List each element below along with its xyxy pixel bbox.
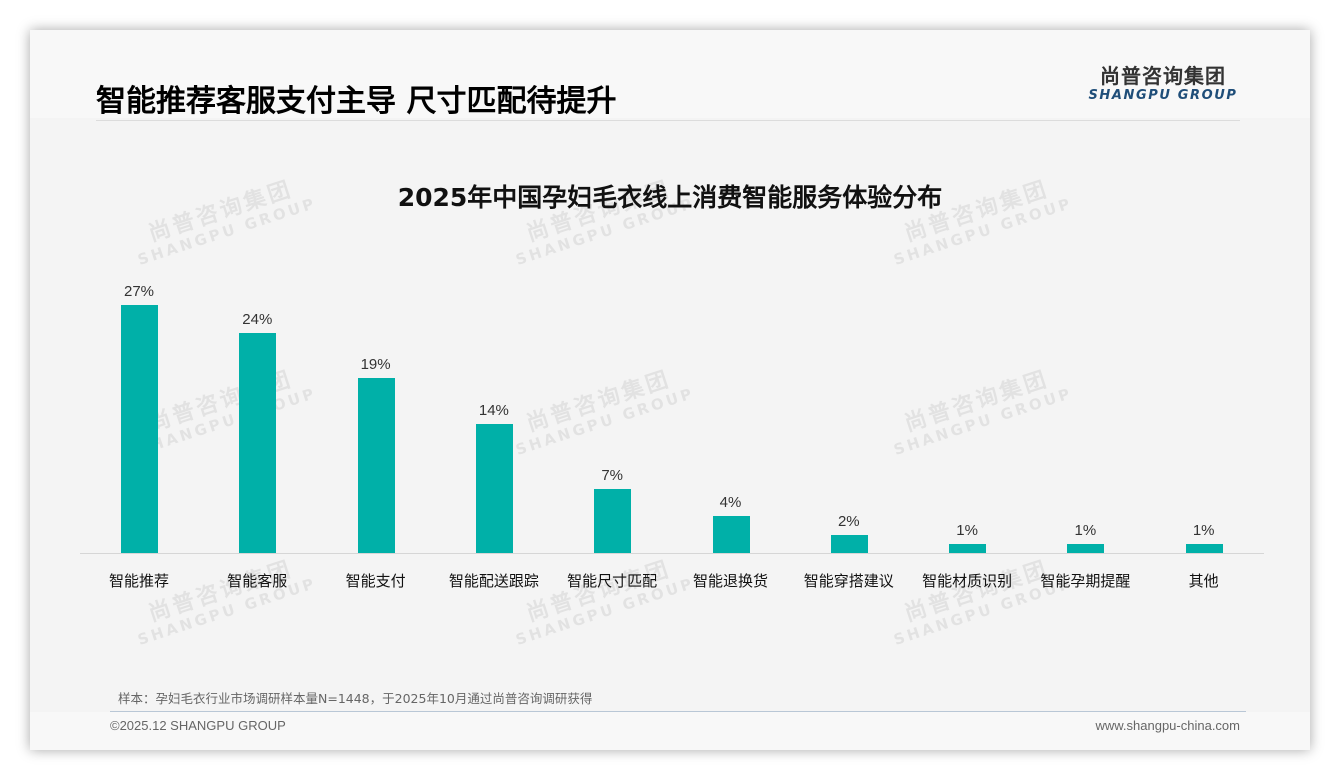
- bar: [594, 488, 632, 553]
- bar: [1185, 543, 1223, 553]
- x-axis-label: 智能推荐: [108, 572, 169, 590]
- bar-group: 7%: [553, 260, 671, 554]
- bar-chart-plot: 27% 24% 19% 14% 7% 4% 2% 1% 1% 1%: [80, 260, 1264, 554]
- bar: [712, 516, 750, 553]
- bar-value-label: 27%: [123, 283, 155, 300]
- bar-value-label: 24%: [242, 310, 273, 328]
- copyright-text: ©2025.12 SHANGPU GROUP: [110, 718, 286, 733]
- bar-value-label: 2%: [837, 512, 860, 530]
- sample-footnote: 样本：孕妇毛衣行业市场调研样本量N=1448，于2025年10月通过尚普咨询调研…: [118, 691, 593, 706]
- x-axis-label: 其他: [1188, 572, 1219, 590]
- bar-value-label: 1%: [1192, 521, 1215, 539]
- x-axis-label: 智能配送跟踪: [448, 572, 539, 590]
- bar: [357, 378, 395, 553]
- bar: [239, 332, 277, 553]
- x-axis-label: 智能材质识别: [922, 572, 1013, 590]
- bar-group: 14%: [435, 260, 553, 554]
- header-band: [30, 30, 1310, 118]
- footer-band: [30, 712, 1310, 750]
- bar-group: 1%: [1026, 260, 1144, 554]
- watermark: 尚普咨询集团 SHANGPU GROUP: [891, 556, 1075, 650]
- page-title: 智能推荐客服支付主导 尺寸匹配待提升: [96, 84, 617, 119]
- x-axis-labels: 智能推荐 智能客服 智能支付 智能配送跟踪 智能尺寸匹配 智能退换货 智能穿搭建议 智能材质识…: [80, 570, 1264, 594]
- slide: 尚普咨询集团 SHANGPU GROUP 尚普咨询集团 SHANGPU GROUP …: [30, 30, 1310, 750]
- bar-group: 24%: [198, 260, 316, 554]
- x-axis-label: 智能尺寸匹配: [567, 572, 658, 590]
- bar-value-label: 1%: [956, 521, 978, 539]
- website-link[interactable]: www.shangpu-china.com: [1095, 718, 1240, 733]
- watermark: 尚普咨询集团 SHANGPU GROUP: [135, 556, 319, 650]
- watermark: 尚普咨询集团 SHANGPU GROUP: [513, 556, 697, 650]
- x-axis-line: [80, 553, 1264, 554]
- x-axis-label: 智能支付: [345, 572, 406, 590]
- x-axis-label: 智能穿搭建议: [803, 572, 894, 590]
- bar: [830, 534, 868, 553]
- bar: [949, 543, 987, 553]
- logo-text-en: SHANGPU GROUP: [1088, 88, 1238, 103]
- bar: [475, 424, 513, 553]
- bar-value-label: 19%: [360, 356, 391, 374]
- bar: [121, 305, 158, 553]
- bar-group: 1%: [1145, 260, 1263, 554]
- x-axis-label: 智能孕期提醒: [1040, 572, 1131, 590]
- bar-value-label: 14%: [478, 402, 509, 420]
- bar-group: 27%: [80, 260, 198, 554]
- bar-group: 1%: [908, 260, 1026, 554]
- bar-value-label: 7%: [601, 466, 624, 484]
- title-divider: [96, 120, 1240, 121]
- x-axis-label: 智能客服: [227, 572, 288, 590]
- bar: [1067, 543, 1105, 553]
- x-axis-label: 智能退换货: [692, 572, 768, 590]
- bar-group: 19%: [317, 260, 435, 554]
- chart-title: 2025年中国孕妇毛衣线上消费智能服务体验分布: [397, 183, 943, 212]
- footer-divider: [110, 711, 1246, 712]
- logo-text-cn: 尚普咨询集团: [1100, 64, 1226, 88]
- bar-value-label: 1%: [1074, 521, 1097, 539]
- bar-group: 2%: [790, 260, 908, 554]
- bar-value-label: 4%: [719, 494, 742, 512]
- company-logo: 尚普咨询集团 SHANGPU GROUP: [1088, 64, 1238, 104]
- bar-group: 4%: [672, 260, 790, 554]
